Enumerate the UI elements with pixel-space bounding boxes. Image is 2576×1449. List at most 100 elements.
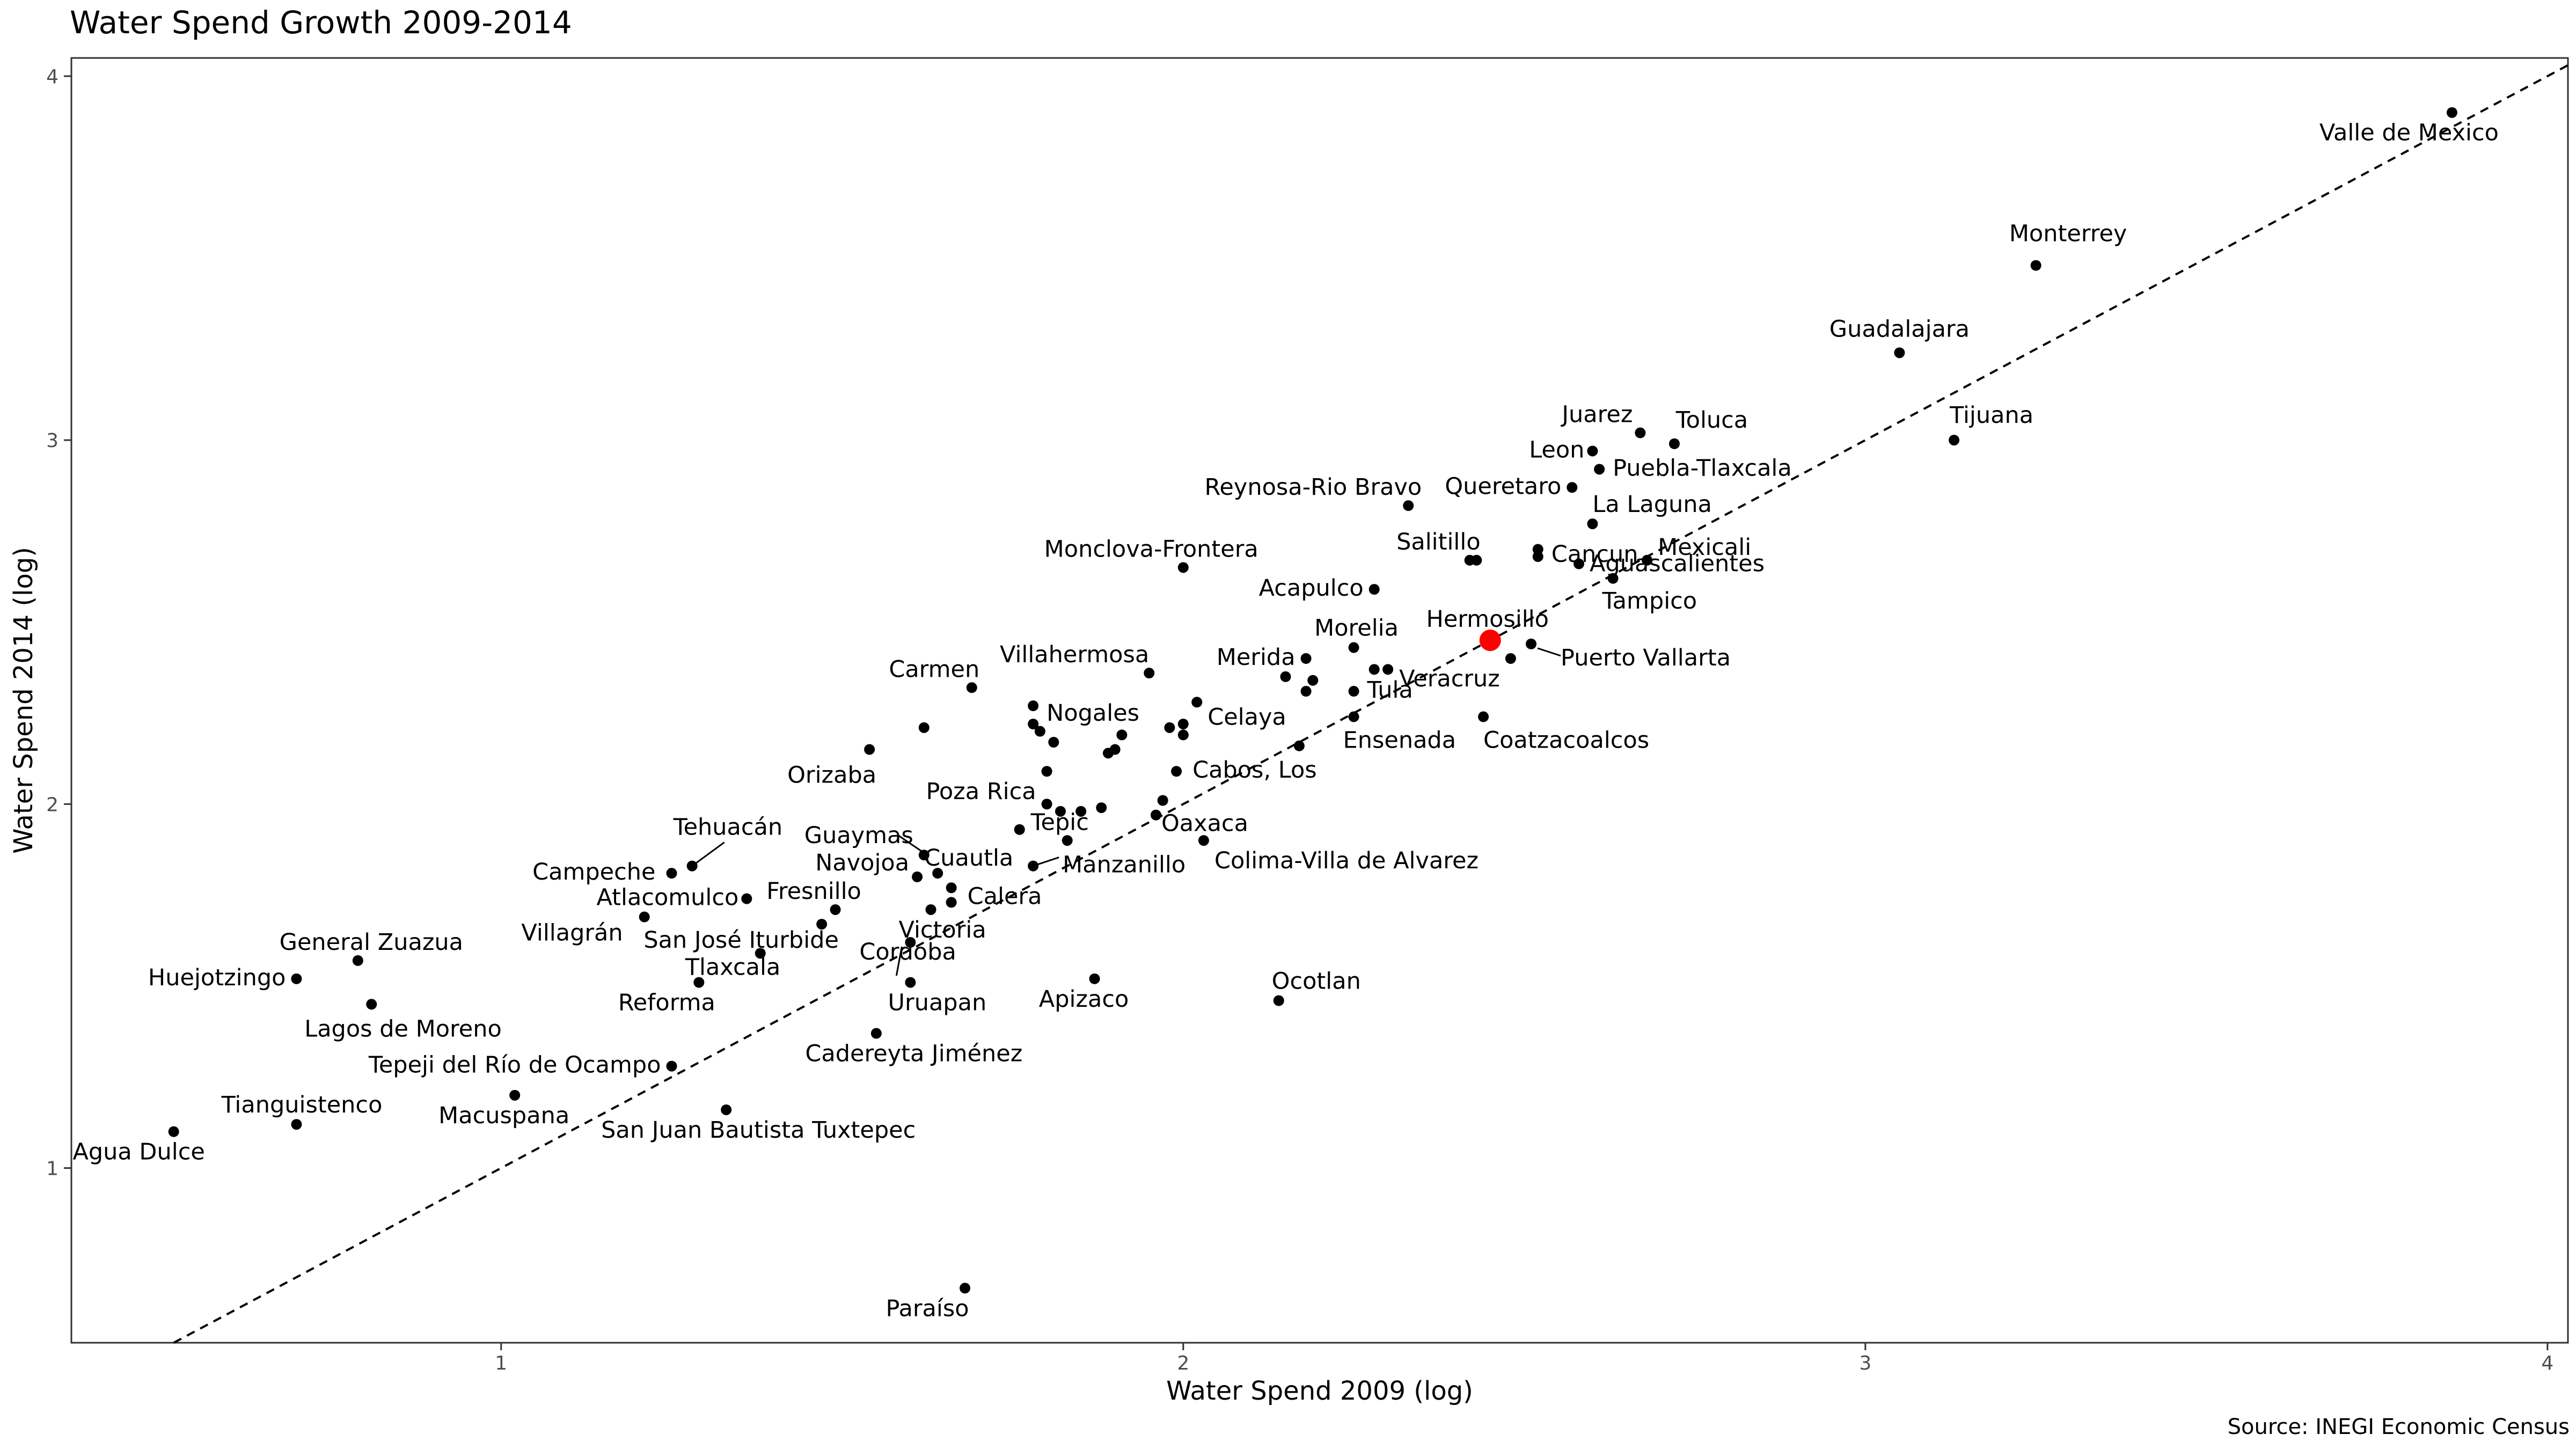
data-point <box>1177 729 1189 741</box>
x-tick-label: 3 <box>1859 1352 1871 1374</box>
point-label: Orizaba <box>787 762 876 789</box>
data-point <box>830 904 841 915</box>
point-label: Villagrán <box>521 920 623 947</box>
point-label: Fresnillo <box>766 878 861 905</box>
point-label: Cabos, Los <box>1192 757 1317 784</box>
data-point <box>2446 107 2457 118</box>
point-label: Cadereyta Jiménez <box>805 1041 1022 1067</box>
data-point <box>932 868 943 879</box>
point-label: Calera <box>968 883 1042 910</box>
point-label: Aguascalientes <box>1590 551 1765 577</box>
y-tick-label: 4 <box>46 66 58 88</box>
point-label: Tepic <box>1030 809 1089 836</box>
data-point <box>693 977 705 988</box>
point-label: Tlaxcala <box>685 954 781 980</box>
data-point <box>1348 711 1359 722</box>
point-label: Cuautla <box>924 845 1013 872</box>
data-point <box>1587 518 1598 530</box>
data-point <box>1526 638 1537 649</box>
data-point <box>1464 554 1475 566</box>
point-label: Poza Rica <box>926 778 1036 805</box>
data-point <box>352 955 363 966</box>
data-point <box>870 1028 882 1039</box>
data-point <box>1532 551 1543 562</box>
point-label: Merida <box>1217 644 1296 671</box>
point-label: Atlacomulco <box>597 884 739 911</box>
reference-line <box>173 64 2568 1344</box>
point-label: Guaymas <box>804 822 913 849</box>
label-leader-line <box>1537 647 1561 657</box>
data-point <box>666 868 677 879</box>
data-point <box>168 1126 179 1137</box>
point-label: Guadalajara <box>1829 316 1970 342</box>
point-label: Monterrey <box>2009 221 2127 247</box>
data-point <box>1668 438 1680 449</box>
data-point <box>1144 668 1155 679</box>
point-label: Valle de Mexico <box>2319 120 2499 147</box>
data-point <box>1280 671 1291 682</box>
point-label: Ocotlan <box>1272 968 1361 995</box>
point-label: Apizaco <box>1039 986 1129 1013</box>
data-point <box>905 977 916 988</box>
data-point <box>1109 744 1121 755</box>
data-point <box>1567 482 1578 493</box>
data-point <box>912 871 923 882</box>
data-point <box>1157 795 1168 806</box>
data-point <box>1062 835 1073 846</box>
data-point <box>918 722 930 733</box>
point-label: Tehuacán <box>673 814 783 841</box>
data-point <box>1635 427 1646 438</box>
data-point <box>918 850 930 861</box>
point-label: Navojoa <box>815 850 909 876</box>
data-point <box>1171 766 1182 777</box>
point-label: Toluca <box>1675 407 1748 434</box>
data-point <box>1300 686 1312 697</box>
chart-caption: Source: INEGI Economic Census <box>2227 1415 2570 1439</box>
data-point <box>639 911 650 923</box>
data-point <box>1300 653 1312 664</box>
x-axis-title: Water Spend 2009 (log) <box>1166 1376 1473 1406</box>
point-label: Manzanillo <box>1063 852 1185 879</box>
point-label: Tampico <box>1602 588 1697 614</box>
highlighted-point <box>1479 630 1501 652</box>
x-tick-label: 4 <box>2541 1352 2553 1374</box>
data-point <box>1177 562 1189 573</box>
point-label: Huejotzingo <box>148 964 286 991</box>
label-leader-line <box>896 833 925 854</box>
point-label: Tijuana <box>1949 402 2033 429</box>
data-point <box>721 1104 732 1115</box>
data-point <box>1949 435 1960 446</box>
data-point <box>1164 722 1175 733</box>
point-label: Cordoba <box>859 939 956 965</box>
point-label: Oaxaca <box>1161 810 1248 837</box>
data-point <box>1055 806 1066 817</box>
data-point <box>1089 973 1100 984</box>
data-point <box>366 999 377 1010</box>
point-label: Juarez <box>1560 401 1633 428</box>
point-label: Celaya <box>1208 704 1286 730</box>
data-point <box>1273 995 1284 1006</box>
data-point <box>1116 729 1128 741</box>
point-label: San Juan Bautista Tuxtepec <box>601 1117 916 1144</box>
point-label: Tepeji del Río de Ocampo <box>368 1052 661 1079</box>
point-label: Colima-Villa de Alvarez <box>1214 847 1479 874</box>
point-label: Macuspana <box>438 1102 569 1129</box>
data-point <box>960 1283 971 1294</box>
data-point <box>1048 736 1059 748</box>
data-point <box>1607 573 1619 584</box>
data-point <box>1177 719 1189 730</box>
point-label: Tula <box>1367 677 1413 704</box>
chart-title: Water Spend Growth 2009-2014 <box>70 4 572 41</box>
data-point <box>1348 642 1359 653</box>
data-point <box>1894 347 1905 358</box>
point-label: Campeche <box>532 859 655 885</box>
point-label: Paraíso <box>886 1295 969 1322</box>
data-point <box>1348 686 1359 697</box>
x-tick-label: 1 <box>495 1352 507 1374</box>
data-point <box>1368 584 1380 595</box>
point-label: Ensenada <box>1343 727 1457 754</box>
data-point <box>1075 806 1087 817</box>
data-point <box>946 897 957 908</box>
point-label: Agua Dulce <box>72 1139 204 1166</box>
data-point <box>1041 766 1052 777</box>
